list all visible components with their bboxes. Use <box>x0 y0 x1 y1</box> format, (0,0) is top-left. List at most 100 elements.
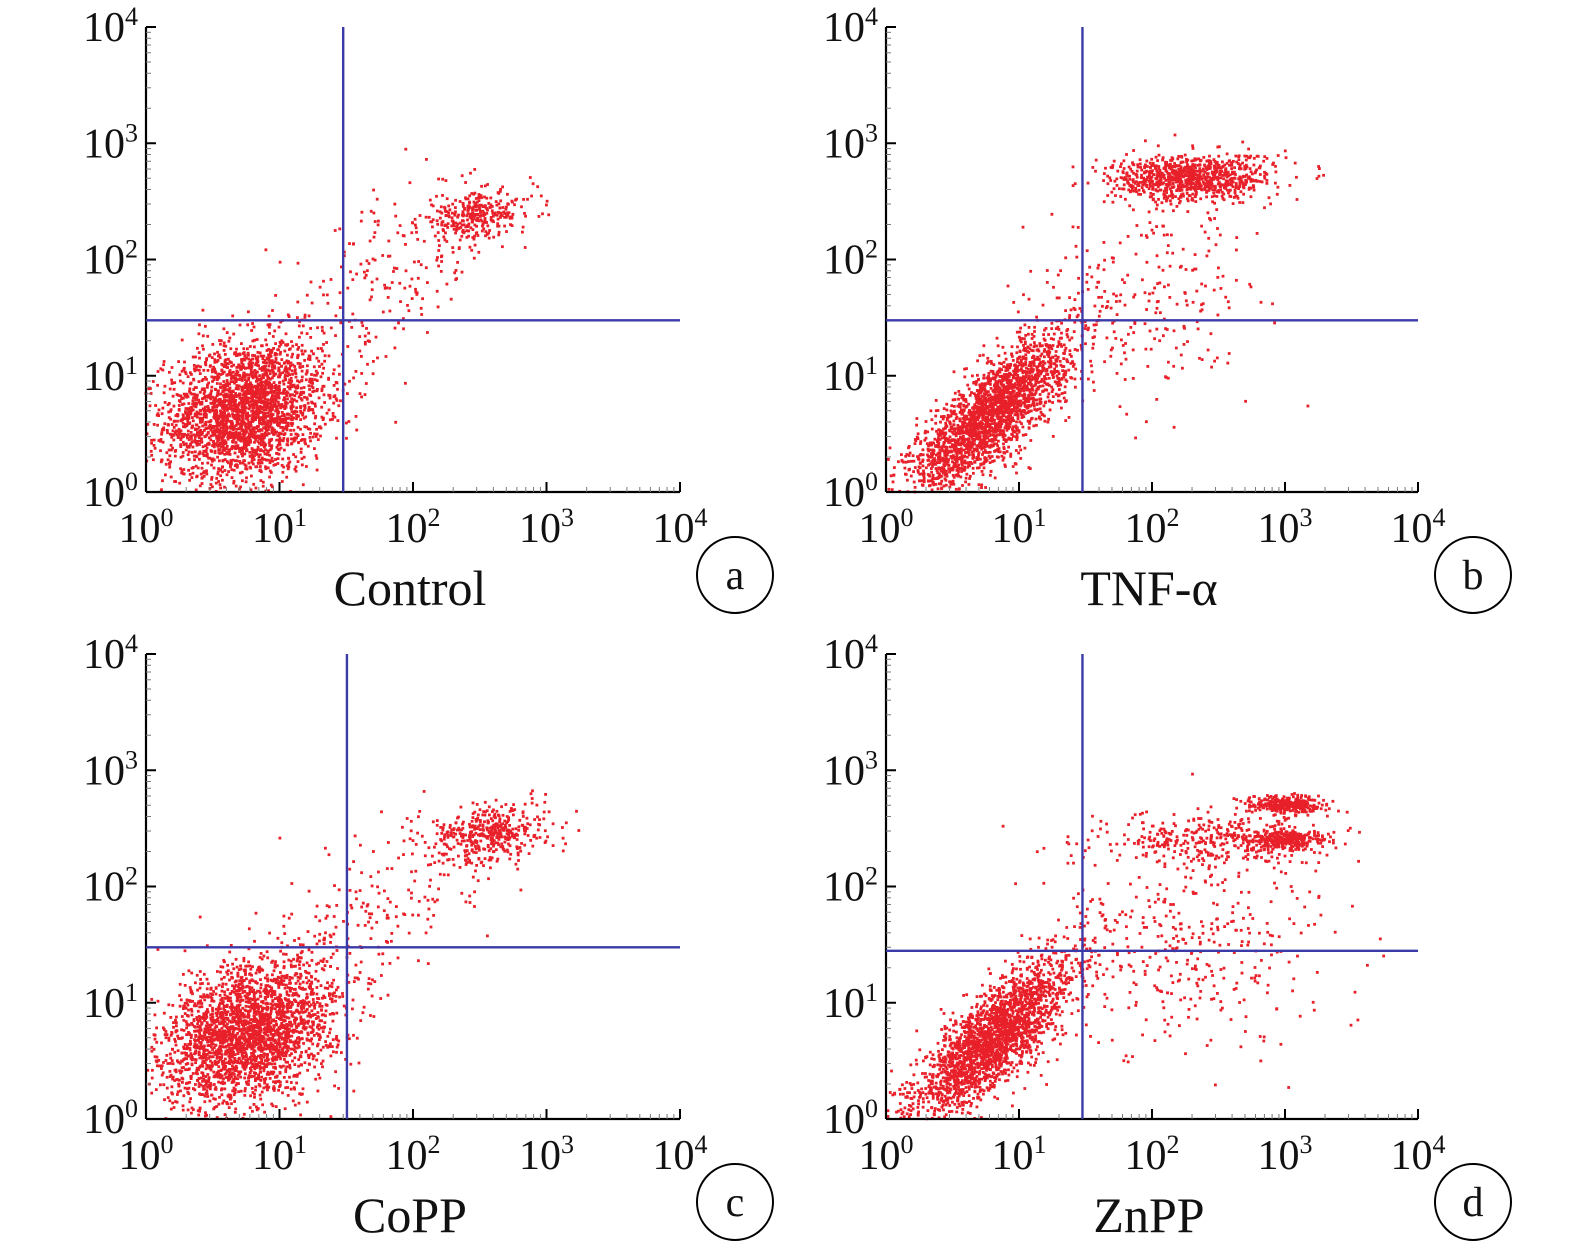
data-point <box>320 415 324 419</box>
data-point <box>256 440 260 443</box>
data-point <box>229 425 233 429</box>
data-point <box>186 419 190 423</box>
data-point <box>487 236 491 240</box>
data-point <box>957 426 961 429</box>
data-point <box>366 362 369 366</box>
data-point <box>268 461 272 465</box>
data-point <box>1022 348 1026 352</box>
data-point <box>964 437 968 441</box>
data-point <box>209 438 213 442</box>
data-point <box>369 209 373 213</box>
data-point <box>1016 406 1019 409</box>
data-point <box>266 368 270 372</box>
data-point <box>315 356 319 360</box>
data-point <box>521 230 524 234</box>
data-point <box>385 286 389 290</box>
data-point <box>237 409 240 413</box>
data-point <box>309 394 313 397</box>
data-point <box>959 402 963 406</box>
data-point <box>251 450 254 454</box>
data-point <box>440 260 443 263</box>
data-point <box>384 355 388 358</box>
data-point <box>170 366 174 369</box>
data-point <box>520 205 523 209</box>
data-point <box>993 384 996 388</box>
data-point <box>320 362 324 366</box>
data-point <box>975 395 978 398</box>
data-point <box>470 248 474 252</box>
data-point <box>460 270 464 274</box>
data-point <box>951 479 955 483</box>
data-point <box>241 422 244 426</box>
data-point <box>246 366 249 370</box>
data-point <box>170 378 173 382</box>
data-point <box>299 451 303 454</box>
data-point <box>309 327 312 330</box>
data-point <box>979 402 982 405</box>
data-point <box>470 192 474 195</box>
data-point <box>984 402 987 406</box>
data-point <box>269 422 273 426</box>
data-point <box>169 408 173 412</box>
data-point <box>1042 350 1046 353</box>
data-point <box>229 380 233 383</box>
data-point <box>998 395 1002 399</box>
data-point <box>339 399 342 403</box>
data-point <box>461 228 465 232</box>
data-point <box>1000 409 1004 413</box>
data-point <box>227 400 231 403</box>
data-point <box>183 394 187 397</box>
data-point <box>306 401 310 405</box>
data-point <box>998 361 1001 365</box>
data-point <box>443 205 446 209</box>
data-point <box>372 235 376 239</box>
data-point <box>1015 330 1019 334</box>
data-point <box>1041 303 1045 307</box>
data-point <box>218 444 222 448</box>
data-point <box>222 349 226 352</box>
data-point <box>942 427 945 431</box>
data-point <box>955 415 959 419</box>
data-point <box>290 410 294 414</box>
data-point <box>293 368 297 371</box>
data-point <box>239 410 242 414</box>
data-point <box>271 459 275 463</box>
data-point <box>1003 408 1007 412</box>
data-point <box>1072 330 1076 333</box>
data-point <box>195 415 199 419</box>
data-point <box>267 432 271 435</box>
data-point <box>299 397 303 400</box>
data-point <box>279 405 283 409</box>
data-point <box>182 425 185 428</box>
data-point <box>272 347 275 350</box>
data-point <box>215 360 219 364</box>
data-point <box>1035 368 1039 372</box>
data-point <box>185 407 189 411</box>
data-point <box>179 432 183 436</box>
data-point <box>223 360 227 364</box>
data-point <box>254 465 258 469</box>
data-point <box>276 387 280 391</box>
data-point <box>981 453 984 456</box>
data-point <box>253 449 256 453</box>
data-point <box>256 351 260 354</box>
data-point <box>241 416 244 420</box>
data-point <box>1002 365 1006 368</box>
data-point <box>918 461 922 465</box>
data-point <box>285 367 289 371</box>
data-point <box>245 396 249 399</box>
data-point <box>204 470 208 474</box>
data-point <box>240 470 244 474</box>
data-point <box>1007 365 1010 369</box>
data-point <box>188 478 191 482</box>
data-point <box>179 438 183 441</box>
data-point <box>958 419 962 423</box>
data-point <box>266 323 270 327</box>
data-point <box>246 401 249 405</box>
data-point <box>1012 385 1015 389</box>
data-point <box>299 390 303 394</box>
data-point <box>233 426 236 429</box>
data-point <box>181 413 185 417</box>
data-point <box>170 433 174 436</box>
data-point <box>231 380 235 384</box>
